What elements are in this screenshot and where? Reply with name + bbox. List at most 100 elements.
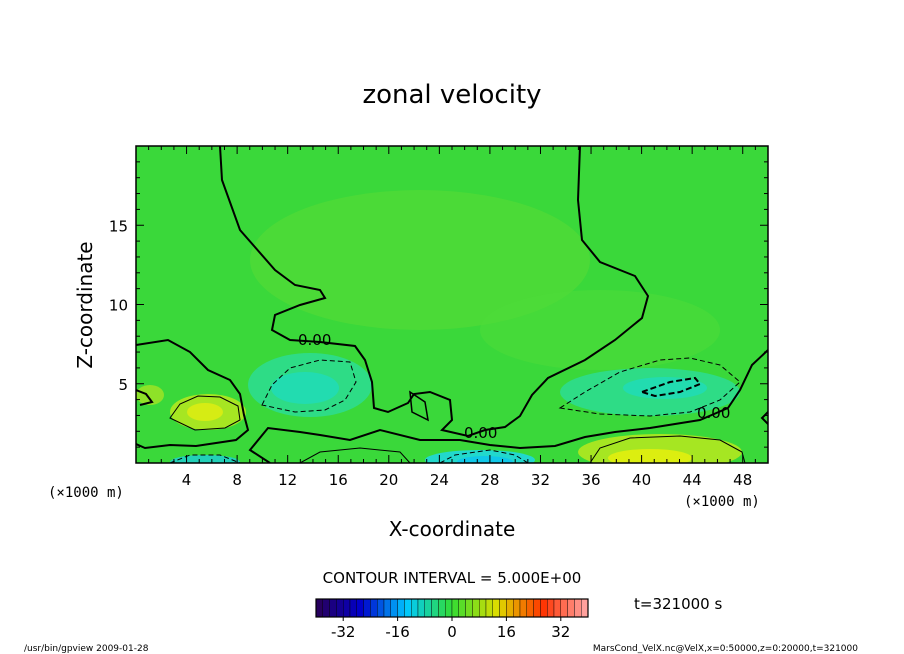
colorbar-cell xyxy=(424,598,432,618)
footer-left: /usr/bin/gpview 2009-01-28 xyxy=(24,644,149,654)
x-tick-label: 20 xyxy=(379,471,398,489)
zero-contour-right xyxy=(248,349,768,463)
colorbar-cell xyxy=(485,598,494,618)
colorbar-cell xyxy=(540,598,548,618)
negative-region-right-core xyxy=(623,377,707,399)
footer-right: MarsCond_VelX.nc@VelX,x=0:50000,z=0:2000… xyxy=(593,644,858,654)
colorbar-cell xyxy=(472,598,480,618)
x-axis-title: X-coordinate xyxy=(389,517,516,541)
colorbar-cell xyxy=(336,598,344,618)
x-tick-label: 4 xyxy=(182,471,192,489)
colorbar-cell xyxy=(397,598,405,618)
negative-region-left-core xyxy=(271,372,339,404)
colorbar-cell xyxy=(533,598,541,618)
x-tick-label: 48 xyxy=(733,471,752,489)
positive-region-left-core xyxy=(187,403,223,421)
negative-region-bottom-core xyxy=(457,456,513,463)
colorbar-cell xyxy=(526,598,534,618)
colorbar-cell xyxy=(492,598,500,618)
positive-contour-right xyxy=(589,435,746,463)
negative-contour-bottom-left xyxy=(169,454,241,463)
negative-contour-bottom xyxy=(439,449,529,463)
colorbar xyxy=(315,598,589,618)
colorbar-cell xyxy=(499,598,507,618)
colorbar-tick-label: 32 xyxy=(551,623,570,641)
colorbar-cell xyxy=(458,598,466,618)
colorbar-cell xyxy=(390,598,398,618)
y-axis: 5 10 15 xyxy=(109,161,768,448)
colorbar-tick-label: -32 xyxy=(331,623,356,641)
colorbar-cell xyxy=(451,598,460,618)
colorbar-cell xyxy=(404,598,412,618)
colorbar-cell xyxy=(465,598,473,618)
x-tick-label: 36 xyxy=(581,471,600,489)
colorbar-cell xyxy=(519,598,528,618)
colorbar-axis: -32 -16 0 16 32 xyxy=(331,617,570,641)
y-tick-label: 5 xyxy=(118,376,128,394)
plot-area xyxy=(136,146,768,463)
colorbar-cell xyxy=(547,598,555,618)
colorbar-tick-label: 0 xyxy=(447,623,457,641)
zero-contour-left xyxy=(136,338,250,450)
colorbar-cell xyxy=(479,598,487,618)
zero-contour-small-mid xyxy=(409,390,429,422)
colorbar-cell xyxy=(417,598,426,618)
colorbar-cell xyxy=(567,598,575,618)
contour-label-left: 0.00 xyxy=(298,331,331,349)
x-tick-label: 12 xyxy=(278,471,297,489)
colorbar-cell xyxy=(363,598,371,618)
contour-interval: CONTOUR INTERVAL = 5.000E+00 xyxy=(323,569,582,587)
positive-contour-left xyxy=(169,395,241,431)
colorbar-cell xyxy=(315,598,324,618)
x-tick-label: 44 xyxy=(683,471,702,489)
colorbar-cell xyxy=(513,598,521,618)
colorbar-cell xyxy=(377,598,385,618)
colorbar-cell xyxy=(370,598,378,618)
colorbar-cell xyxy=(349,598,358,618)
negative-contour-right xyxy=(558,357,741,417)
positive-contour-bottom-mid xyxy=(299,447,411,463)
colorbar-cell xyxy=(343,598,351,618)
colorbar-cell xyxy=(383,598,392,618)
x-tick-label: 16 xyxy=(329,471,348,489)
contour-label-right: 0.00 xyxy=(697,404,730,422)
time-label: t=321000 s xyxy=(634,595,722,613)
y-axis-title: Z-coordinate xyxy=(73,241,97,368)
contour-label-mid: 0.00 xyxy=(464,424,497,442)
field-mid-right xyxy=(480,290,720,370)
x-tick-label: 28 xyxy=(480,471,499,489)
negative-contour-left xyxy=(261,359,357,413)
negative-region-bottom-left xyxy=(170,455,240,463)
chart-title: zonal velocity xyxy=(362,80,541,110)
zero-contour-small-left xyxy=(136,389,154,406)
colorbar-tick-label: -16 xyxy=(385,623,410,641)
x-axis-unit: (×1000 m) xyxy=(684,494,760,510)
field-upper-lighter xyxy=(250,190,590,330)
y-tick-label: 15 xyxy=(109,217,128,235)
colorbar-cell xyxy=(553,598,562,618)
zero-contour-small-right xyxy=(760,411,768,425)
x-axis: 4 8 12 16 20 24 28 32 36 40 44 48 xyxy=(148,146,756,489)
x-tick-label: 40 xyxy=(632,471,651,489)
colorbar-cell xyxy=(329,598,337,618)
colorbar-cell xyxy=(431,598,439,618)
positive-region-right-core xyxy=(608,449,692,463)
colorbar-cell xyxy=(438,598,446,618)
colorbar-cell xyxy=(506,598,514,618)
colorbar-cell xyxy=(322,598,330,618)
colorbar-cell xyxy=(411,598,419,618)
colorbar-cell xyxy=(356,598,364,618)
colorbar-cell xyxy=(560,598,568,618)
positive-region-edge xyxy=(136,385,164,405)
x-tick-label: 32 xyxy=(531,471,550,489)
x-tick-label: 8 xyxy=(232,471,242,489)
y-axis-unit: (×1000 m) xyxy=(48,485,124,501)
colorbar-cell xyxy=(445,598,453,618)
colorbar-cell xyxy=(581,598,589,618)
x-tick-label: 24 xyxy=(430,471,449,489)
zero-contour-main xyxy=(219,146,650,438)
colorbar-tick-label: 16 xyxy=(497,623,516,641)
y-tick-label: 10 xyxy=(109,297,128,315)
negative-contour-right-inner xyxy=(638,376,702,398)
